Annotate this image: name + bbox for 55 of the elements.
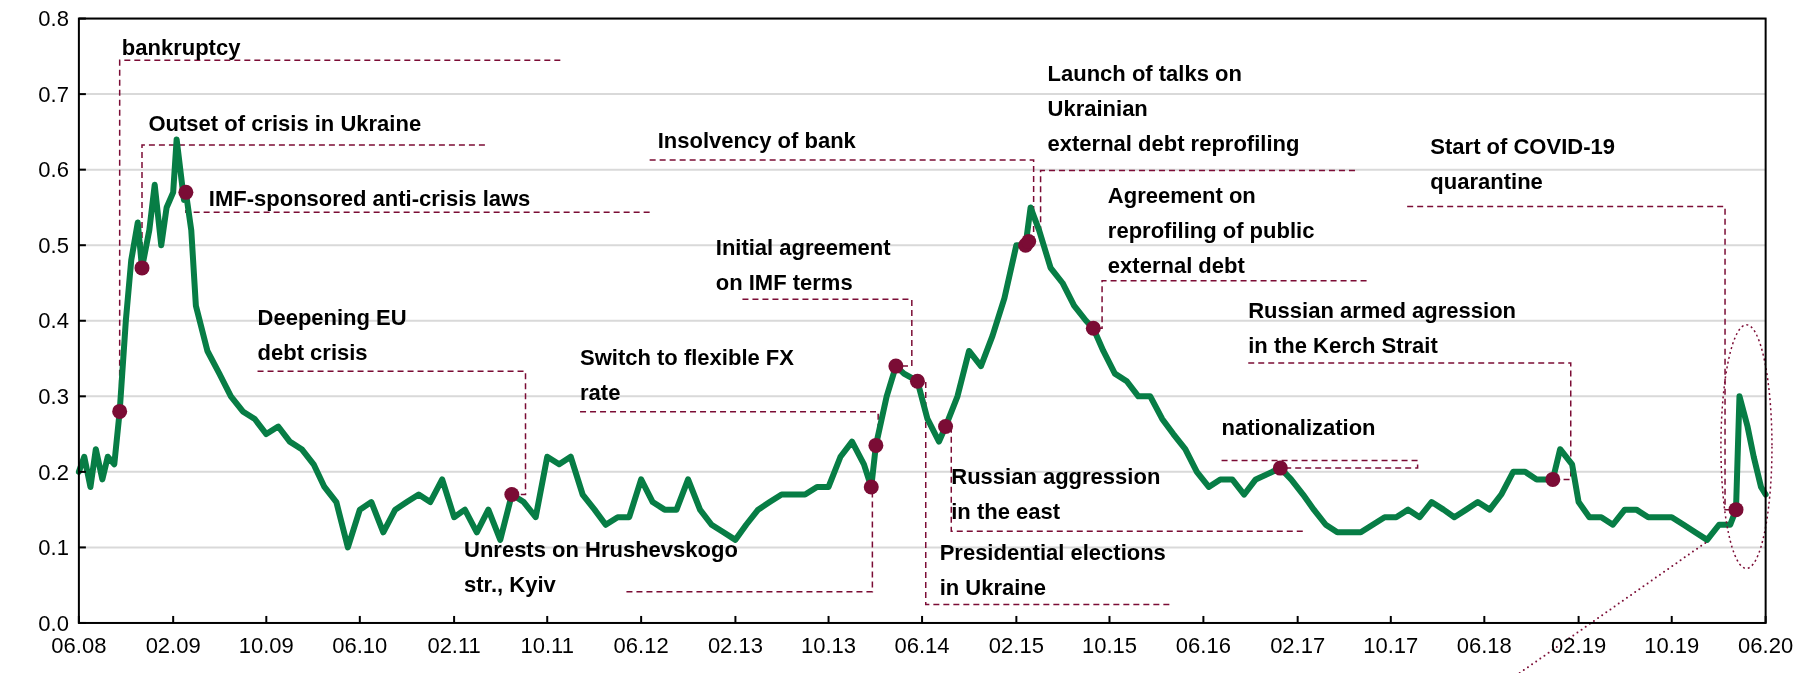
point	[134, 260, 150, 276]
annotation: Initial agreement on IMF terms	[715, 235, 892, 296]
annotation: IMF-sponsored anti-crisis laws	[208, 186, 531, 212]
x-tick-label: 02.11	[427, 632, 481, 658]
point	[1021, 233, 1037, 249]
x-tick-label: 06.18	[1456, 632, 1512, 658]
point	[112, 403, 128, 419]
y-tick-label: 0.1	[38, 535, 69, 561]
annotation: Launch of talks on Ukrainian external debt reprofiling	[1047, 61, 1300, 156]
y-tick-label: 0.4	[38, 308, 69, 334]
x-tick-label: 06.14	[894, 632, 950, 658]
x-tick-label: 10.11	[520, 632, 574, 658]
point	[1272, 460, 1288, 476]
annotation: Deepening EU debt crisis	[257, 304, 407, 365]
annotation: Start of COVID-19 quarantine	[1430, 134, 1615, 195]
annotation: Agreement on reprofiling of public external debt	[1107, 183, 1315, 278]
point	[1728, 502, 1744, 518]
annotation: nationalization	[1221, 415, 1376, 441]
y-tick-label: 0.8	[38, 6, 69, 32]
x-tick-label: 06.10	[332, 632, 388, 658]
y-tick-label: 0.5	[38, 232, 69, 258]
annotation: Russian aggression in the east	[951, 463, 1161, 524]
annotation: Outset of crisis in Ukraine	[148, 111, 422, 137]
x-tick-label: 06.20	[1738, 632, 1794, 658]
x-tick-label: 10.15	[1081, 632, 1138, 658]
point	[504, 487, 520, 503]
point	[888, 358, 904, 374]
y-tick-label: 0.7	[38, 81, 69, 107]
x-tick-label: 02.13	[707, 632, 763, 658]
x-tick-label: 02.19	[1551, 632, 1607, 658]
x-tick-label: 10.17	[1363, 632, 1419, 658]
x-tick-label: 02.17	[1270, 632, 1326, 658]
x-tick-label: 10.13	[801, 632, 857, 658]
point	[1085, 320, 1101, 336]
y-tick-label: 0.2	[38, 459, 69, 485]
x-tick-label: 02.15	[988, 632, 1044, 658]
annotation: Russian armed agression in the Kerch Strait	[1248, 297, 1517, 358]
point	[938, 419, 954, 435]
point	[868, 437, 884, 453]
x-tick-label: 02.09	[145, 632, 201, 658]
annotation: Insolvency of bank	[657, 128, 857, 154]
annotation: bankruptcy	[121, 34, 242, 60]
y-tick-label: 0.6	[38, 157, 69, 183]
x-tick-label: 06.16	[1175, 632, 1231, 658]
annotation: Switch to flexible FX rate	[580, 345, 795, 406]
point	[863, 479, 879, 495]
point	[1545, 471, 1561, 487]
x-tick-label: 10.19	[1644, 632, 1700, 658]
point	[178, 184, 194, 200]
x-tick-label: 06.12	[613, 632, 669, 658]
annotation: Presidential elections in Ukraine	[939, 540, 1166, 601]
y-tick-label: 0.3	[38, 384, 69, 410]
point	[909, 373, 925, 389]
annotation: Unrests on Hrushevskogo str., Kyiv	[464, 536, 738, 597]
x-tick-label: 10.09	[238, 632, 294, 658]
